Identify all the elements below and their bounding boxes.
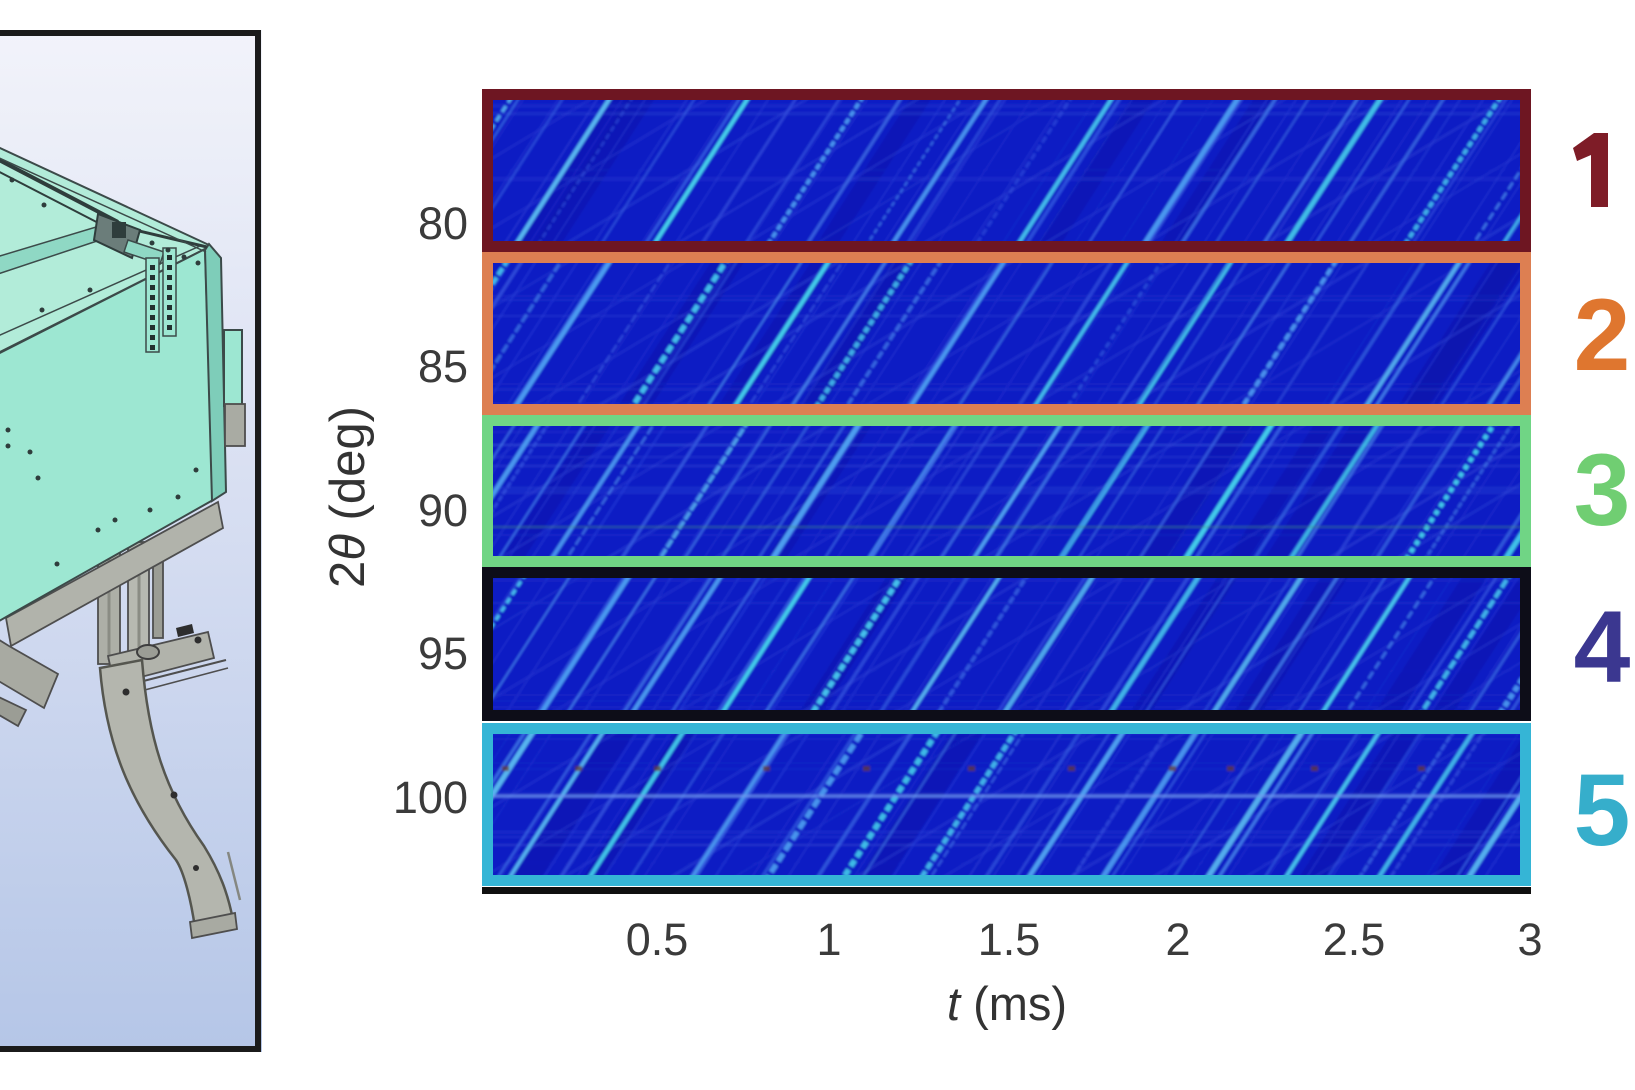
svg-text:3: 3 — [1517, 914, 1542, 965]
svg-text:4: 4 — [1574, 590, 1631, 704]
svg-text:85: 85 — [418, 341, 468, 392]
svg-text:95: 95 — [418, 628, 468, 679]
svg-text:t (ms): t (ms) — [947, 977, 1067, 1030]
svg-text:0.5: 0.5 — [626, 914, 689, 965]
svg-text:80: 80 — [418, 198, 468, 249]
svg-text:2θ (deg): 2θ (deg) — [321, 406, 375, 588]
svg-text:2: 2 — [1574, 278, 1631, 392]
svg-text:3: 3 — [1574, 433, 1631, 547]
svg-text:100: 100 — [393, 772, 468, 823]
svg-text:1: 1 — [816, 914, 841, 965]
svg-text:1.5: 1.5 — [978, 914, 1041, 965]
svg-text:2: 2 — [1165, 914, 1190, 965]
svg-text:90: 90 — [418, 485, 468, 536]
svg-text:2.5: 2.5 — [1323, 914, 1386, 965]
svg-text:5: 5 — [1574, 753, 1631, 867]
